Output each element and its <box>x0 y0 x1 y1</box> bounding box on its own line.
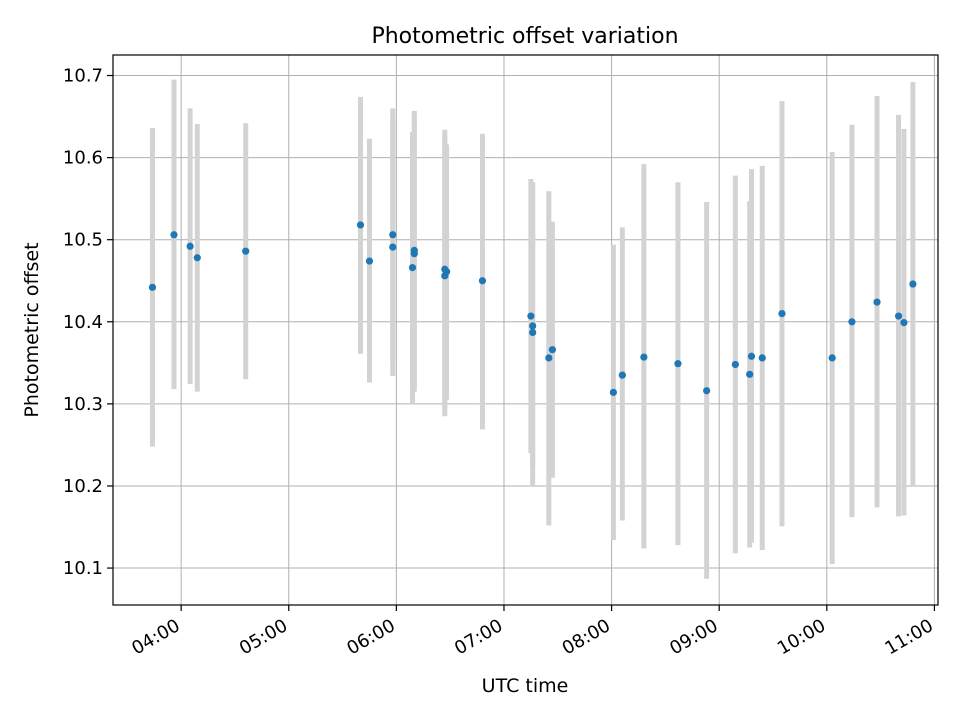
data-point <box>703 387 711 395</box>
data-points <box>148 221 917 396</box>
data-point <box>356 221 365 229</box>
data-point <box>900 319 908 327</box>
data-point <box>408 264 417 272</box>
y-axis: 10.1 10.2 10.3 10.4 10.5 10.6 10.7 <box>63 66 113 579</box>
data-point <box>778 309 786 318</box>
data-point <box>410 246 418 254</box>
data-point <box>894 312 903 320</box>
data-point <box>186 242 194 250</box>
y-tick-label: 10.1 <box>63 558 103 579</box>
data-point <box>640 353 648 361</box>
y-tick-label: 10.5 <box>63 230 103 251</box>
data-point <box>731 360 739 369</box>
plot-area-frame <box>112 54 939 606</box>
data-point <box>389 243 397 251</box>
data-point <box>828 354 836 362</box>
data-point <box>618 371 626 379</box>
data-point <box>848 318 856 326</box>
data-point <box>148 283 157 291</box>
x-axis-label: UTC time <box>482 675 569 697</box>
data-point <box>193 254 201 262</box>
data-point <box>609 388 617 396</box>
data-point <box>242 247 250 255</box>
data-point <box>389 231 397 239</box>
data-point <box>529 328 537 337</box>
y-tick-label: 10.7 <box>63 66 103 87</box>
data-point <box>909 280 917 288</box>
y-tick-label: 10.6 <box>63 148 103 169</box>
data-point <box>527 312 535 320</box>
data-point <box>529 322 537 330</box>
data-point <box>170 231 178 239</box>
data-point <box>442 268 451 276</box>
y-tick-label: 10.2 <box>63 476 103 497</box>
y-axis-label: Photometric offset <box>21 242 43 417</box>
data-point <box>548 346 557 354</box>
data-point <box>674 360 682 368</box>
data-point <box>747 352 756 360</box>
data-point <box>545 354 553 362</box>
data-point <box>746 370 754 378</box>
y-tick-label: 10.4 <box>63 312 103 333</box>
y-tick-label: 10.3 <box>63 394 103 415</box>
data-point <box>478 277 487 285</box>
chart-title: Photometric offset variation <box>371 24 678 49</box>
data-point <box>873 298 881 306</box>
data-point <box>365 257 374 265</box>
grid <box>113 55 938 605</box>
data-point <box>758 354 766 362</box>
